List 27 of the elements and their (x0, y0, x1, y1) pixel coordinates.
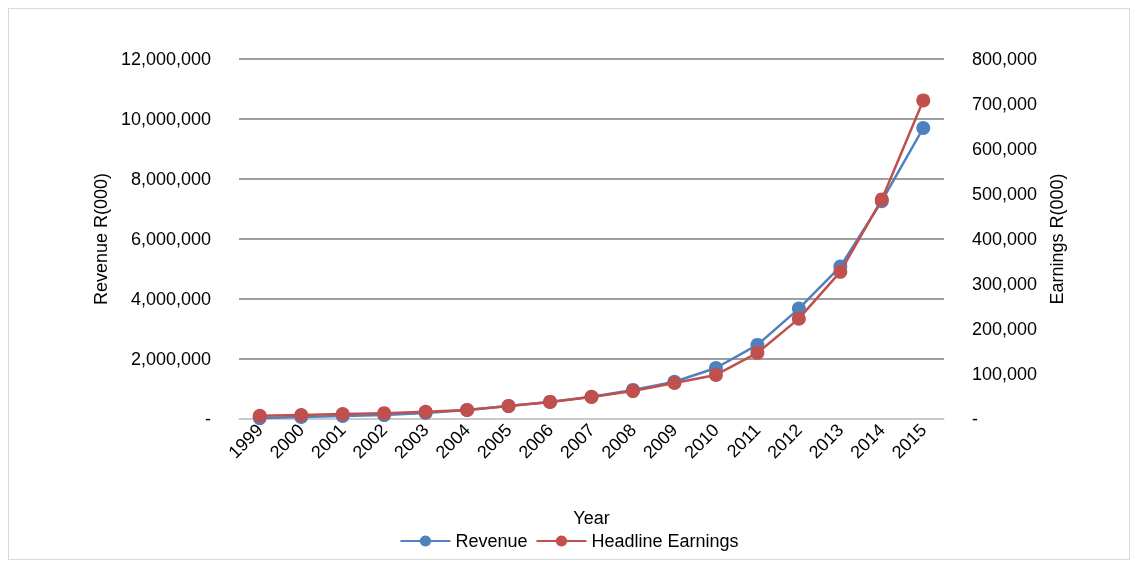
x-axis-title: Year (573, 508, 610, 528)
y2-tick-label: 500,000 (972, 184, 1038, 204)
y2-tick-label: 700,000 (972, 94, 1038, 114)
legend-label: Revenue (455, 531, 528, 551)
y2-tick-label: 800,000 (972, 49, 1038, 69)
legend-label: Headline Earnings (591, 531, 739, 551)
y-axis-title: Revenue R(000) (91, 172, 112, 306)
y2-tick-label: 600,000 (972, 139, 1038, 159)
y2-tick-label: - (972, 409, 978, 429)
point (791, 311, 806, 326)
point (916, 93, 931, 108)
y-tick-label: 6,000,000 (130, 229, 211, 249)
y2-tick-label: 200,000 (972, 319, 1038, 339)
y-tick-label: 2,000,000 (130, 349, 211, 369)
point (916, 121, 931, 135)
point (708, 367, 723, 382)
point (833, 264, 848, 279)
y-tick-label: 10,000,000 (120, 109, 211, 129)
y2-axis-title: Earnings R(000) (1046, 173, 1067, 305)
y2-tick-label: 300,000 (972, 274, 1038, 294)
point (750, 345, 765, 360)
y2-tick-label: 400,000 (972, 229, 1038, 249)
y-tick-label: 12,000,000 (120, 49, 211, 69)
y-tick-label: 8,000,000 (130, 169, 211, 189)
y-tick-label: 4,000,000 (130, 289, 211, 309)
y-tick-label: - (205, 409, 211, 429)
y2-tick-label: 100,000 (972, 364, 1038, 384)
